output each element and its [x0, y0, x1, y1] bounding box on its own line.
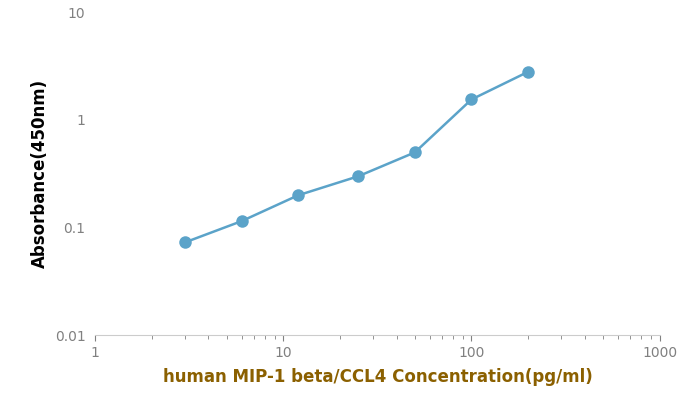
- X-axis label: human MIP-1 beta/CCL4 Concentration(pg/ml): human MIP-1 beta/CCL4 Concentration(pg/m…: [163, 368, 592, 386]
- Y-axis label: Absorbance(450nm): Absorbance(450nm): [31, 79, 49, 268]
